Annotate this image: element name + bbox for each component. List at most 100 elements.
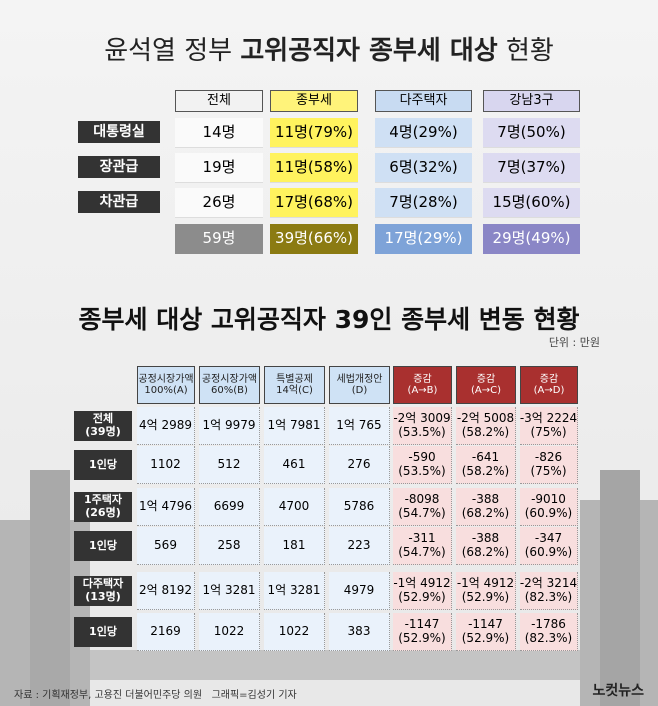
- cell: -826 (75%): [520, 446, 578, 484]
- text-line: 2169: [150, 623, 181, 638]
- cell: 569: [137, 527, 195, 565]
- text-line: 특별공제: [276, 373, 313, 385]
- cell: -2억 3214 (82.3%): [520, 572, 578, 610]
- text-line: (58.2%): [461, 424, 510, 439]
- text-line: 1인당: [89, 457, 117, 471]
- text-line: 세법개정안: [336, 373, 383, 385]
- text-line: (54.7%): [398, 505, 446, 520]
- title-part: 윤석열 정부: [104, 36, 233, 66]
- cell: 258: [199, 527, 260, 565]
- cell: 1억 9979: [199, 407, 260, 445]
- text-line: 4700: [278, 498, 310, 513]
- cell: -9010 (60.9%): [520, 488, 578, 526]
- text-line: 1인당: [89, 538, 117, 552]
- logo: 노컷뉴스: [592, 683, 644, 699]
- cell: 7명(28%): [375, 188, 472, 218]
- cell: -2억 3009 (53.5%): [393, 407, 452, 445]
- cell: 7명(50%): [483, 118, 580, 148]
- cell: -347 (60.9%): [520, 527, 578, 565]
- skyline: [600, 470, 640, 706]
- text-line: -2억 3009: [393, 410, 451, 425]
- title-part: 현황: [505, 36, 554, 66]
- total-cell: 39명(66%): [270, 224, 358, 254]
- cell: 181: [264, 527, 325, 565]
- text-line: 증감: [476, 373, 496, 385]
- text-line: 4979: [343, 582, 375, 597]
- text-line: 5786: [343, 498, 375, 513]
- text-line: 증감: [413, 373, 432, 385]
- header-cell: 종부세: [270, 90, 358, 112]
- text-line: (26명): [85, 506, 121, 519]
- header-cell: 증감 (A→B): [393, 366, 452, 404]
- text-line: 1억 4796: [138, 498, 193, 513]
- cell: 1억 3281: [264, 572, 325, 610]
- cell: 1억 7981: [264, 407, 325, 445]
- text-line: (39명): [85, 425, 121, 438]
- cell: 512: [199, 446, 260, 484]
- text-line: 569: [154, 537, 177, 552]
- total-cell: 59명: [175, 224, 263, 254]
- row-label: 1인당: [74, 531, 132, 561]
- text-line: 1022: [278, 623, 310, 638]
- text-line: 14억(C): [276, 385, 313, 396]
- text-line: 60%(B): [211, 385, 248, 396]
- cell: 5786: [329, 488, 390, 526]
- text-line: 181: [282, 537, 306, 552]
- skyline: [90, 650, 580, 680]
- text-line: 461: [282, 456, 306, 471]
- text-line: (54.7%): [398, 544, 446, 559]
- text-line: -590: [408, 449, 436, 464]
- text-line: 512: [217, 456, 241, 471]
- header-cell: 세법개정안 (D): [329, 366, 390, 404]
- text-line: -388: [471, 491, 500, 506]
- cell: 17명(68%): [270, 188, 358, 218]
- text-line: (75%): [530, 463, 567, 478]
- text-line: 1인당: [89, 624, 117, 638]
- cell: 1022: [264, 613, 325, 651]
- cell: -590 (53.5%): [393, 446, 452, 484]
- text-line: -9010: [531, 491, 566, 506]
- cell: 1억 765: [329, 407, 390, 445]
- cell: 6699: [199, 488, 260, 526]
- cell: -311 (54.7%): [393, 527, 452, 565]
- title-part: 고위공직자 종부세 대상: [240, 36, 498, 66]
- row-label: 차관급: [78, 191, 160, 213]
- text-line: 공정시장가액: [138, 373, 194, 385]
- header-cell: 다주택자: [375, 90, 472, 112]
- text-line: -3억 2224: [519, 410, 578, 425]
- header-cell: 공정시장가액 60%(B): [199, 366, 260, 404]
- text-line: 2억 8192: [138, 582, 193, 597]
- cell: -388 (68.2%): [456, 527, 516, 565]
- header-cell: 특별공제 14억(C): [264, 366, 325, 404]
- text-line: 다주택자: [82, 577, 124, 591]
- cell: 4억 2989: [137, 407, 195, 445]
- cell: 26명: [175, 188, 263, 218]
- text-line: 1주택자: [83, 493, 122, 507]
- text-line: -1억 4912: [393, 575, 451, 590]
- cell: 1102: [137, 446, 195, 484]
- cell: 19명: [175, 153, 263, 183]
- text-line: 1억 765: [336, 417, 382, 432]
- cell: -1억 4912 (52.9%): [393, 572, 452, 610]
- text-line: -347: [534, 530, 563, 545]
- text-line: (82.3%): [524, 630, 573, 645]
- header-cell: 증감 (A→D): [520, 366, 578, 404]
- text-line: (52.9%): [398, 630, 446, 645]
- cell: 4명(29%): [375, 118, 472, 148]
- unit: 단위 : 만원: [548, 336, 600, 349]
- cell: 7명(37%): [483, 153, 580, 183]
- text-line: 전체: [92, 412, 114, 426]
- text-line: (D): [351, 385, 368, 396]
- text-line: (A→B): [407, 385, 438, 396]
- cell: 4700: [264, 488, 325, 526]
- row-label: 다주택자 (13명): [74, 576, 132, 606]
- text-line: -2억 5008: [456, 410, 515, 425]
- text-line: (A→D): [533, 385, 565, 396]
- text-line: -1억 4912: [456, 575, 515, 590]
- text-line: (68.2%): [461, 544, 510, 559]
- text-line: 1억 3281: [202, 582, 256, 597]
- cell: 223: [329, 527, 390, 565]
- cell: 1억 4796: [137, 488, 195, 526]
- cell: 11명(58%): [270, 153, 358, 183]
